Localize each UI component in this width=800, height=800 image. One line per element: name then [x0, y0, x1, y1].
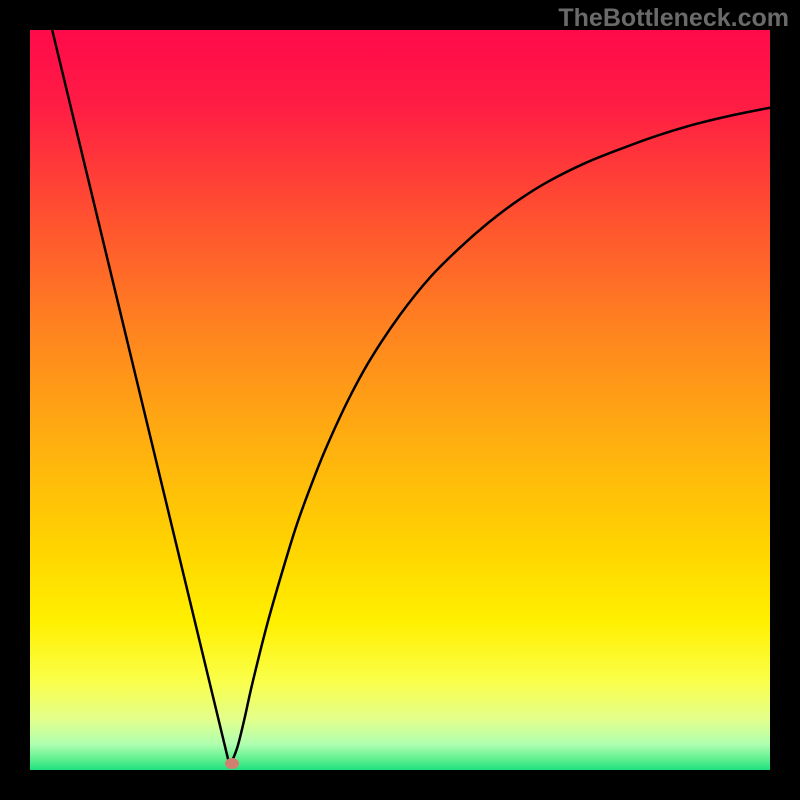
plot-area [30, 30, 770, 770]
watermark-text: TheBottleneck.com [558, 4, 789, 33]
curve-left-branch [52, 30, 230, 766]
bottleneck-curve [30, 30, 770, 770]
curve-right-branch [230, 108, 770, 767]
optimum-marker [225, 758, 239, 769]
